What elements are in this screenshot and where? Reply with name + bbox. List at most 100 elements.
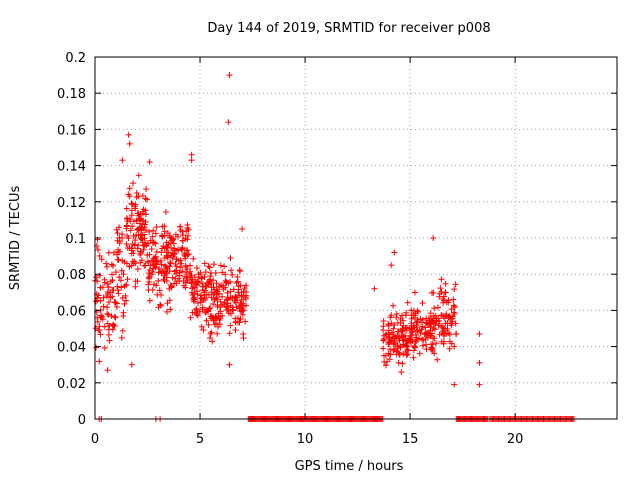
data-point xyxy=(395,359,402,366)
y-tick-label: 0.06 xyxy=(57,304,86,319)
data-point xyxy=(129,258,136,265)
data-point xyxy=(178,246,185,253)
data-point xyxy=(187,268,194,275)
data-point xyxy=(219,293,226,300)
data-point xyxy=(222,271,229,278)
data-point xyxy=(220,286,227,293)
data-point xyxy=(203,308,210,315)
data-point xyxy=(114,287,121,294)
data-point xyxy=(187,262,194,269)
data-point xyxy=(111,323,118,330)
data-point xyxy=(208,294,215,301)
data-point xyxy=(180,282,187,289)
data-point xyxy=(239,225,246,232)
data-point xyxy=(403,324,410,331)
data-point xyxy=(430,235,437,241)
data-point xyxy=(210,277,217,284)
data-point xyxy=(100,294,107,301)
data-point xyxy=(193,265,200,272)
data-point xyxy=(183,269,190,276)
data-point xyxy=(216,283,223,290)
data-point xyxy=(124,245,131,252)
data-point xyxy=(243,289,250,296)
data-point xyxy=(385,339,392,346)
y-tick-label: 0 xyxy=(78,413,86,428)
data-point xyxy=(429,347,436,354)
data-point xyxy=(98,313,105,320)
data-point xyxy=(135,226,142,233)
data-point xyxy=(422,324,429,331)
data-point xyxy=(419,316,426,323)
data-point xyxy=(415,308,422,315)
data-point xyxy=(393,310,400,317)
data-point xyxy=(242,318,249,325)
data-point xyxy=(431,320,438,327)
data-point xyxy=(105,326,112,333)
data-point xyxy=(126,185,133,192)
data-point xyxy=(180,232,187,239)
data-point xyxy=(203,317,210,324)
data-point xyxy=(119,257,126,264)
data-point xyxy=(110,262,117,269)
data-point xyxy=(451,303,458,310)
data-point xyxy=(380,345,387,352)
data-point xyxy=(232,327,239,334)
data-point xyxy=(476,381,483,388)
data-point xyxy=(450,296,457,303)
data-point xyxy=(128,200,135,207)
data-point xyxy=(162,208,169,215)
data-point xyxy=(410,354,417,361)
data-point xyxy=(433,340,440,347)
data-point xyxy=(161,228,168,235)
data-point xyxy=(120,271,127,278)
data-point xyxy=(118,284,125,291)
data-point xyxy=(115,248,122,255)
data-point xyxy=(185,250,192,257)
data-point xyxy=(163,274,170,281)
data-point xyxy=(198,275,205,282)
data-point xyxy=(148,246,155,253)
data-point xyxy=(205,321,212,328)
data-point xyxy=(120,309,127,316)
data-point xyxy=(408,312,415,319)
data-point xyxy=(146,273,153,280)
data-point xyxy=(387,314,394,321)
data-point xyxy=(118,267,125,274)
data-point xyxy=(154,291,161,298)
data-point xyxy=(413,319,420,326)
data-point xyxy=(158,261,165,268)
data-point xyxy=(399,333,406,340)
data-point xyxy=(146,251,153,258)
data-point xyxy=(199,274,206,281)
data-point xyxy=(134,266,141,273)
data-point xyxy=(169,274,176,281)
data-point xyxy=(237,268,244,275)
data-point xyxy=(450,309,457,316)
data-point xyxy=(104,367,111,374)
data-point xyxy=(206,305,213,312)
x-tick-label: 10 xyxy=(297,432,314,447)
data-point xyxy=(398,369,405,376)
data-point xyxy=(152,240,159,247)
data-point xyxy=(211,315,218,322)
data-point xyxy=(235,319,242,326)
data-point xyxy=(437,285,444,292)
data-point xyxy=(113,226,120,233)
data-point xyxy=(210,301,217,308)
data-point xyxy=(380,318,387,325)
data-point xyxy=(105,284,112,291)
data-point xyxy=(227,322,234,329)
data-point xyxy=(129,240,136,247)
data-point xyxy=(446,345,453,352)
x-tick-labels: 0 5 10 15 20 xyxy=(91,432,524,447)
data-point xyxy=(101,344,108,351)
data-point xyxy=(152,230,159,237)
data-point xyxy=(391,346,398,353)
data-point xyxy=(208,313,215,320)
data-point xyxy=(129,180,136,187)
data-point xyxy=(390,325,397,332)
data-point xyxy=(126,263,133,270)
data-point xyxy=(435,304,442,311)
data-point xyxy=(92,344,99,351)
y-tick-label: 0.16 xyxy=(57,123,86,138)
